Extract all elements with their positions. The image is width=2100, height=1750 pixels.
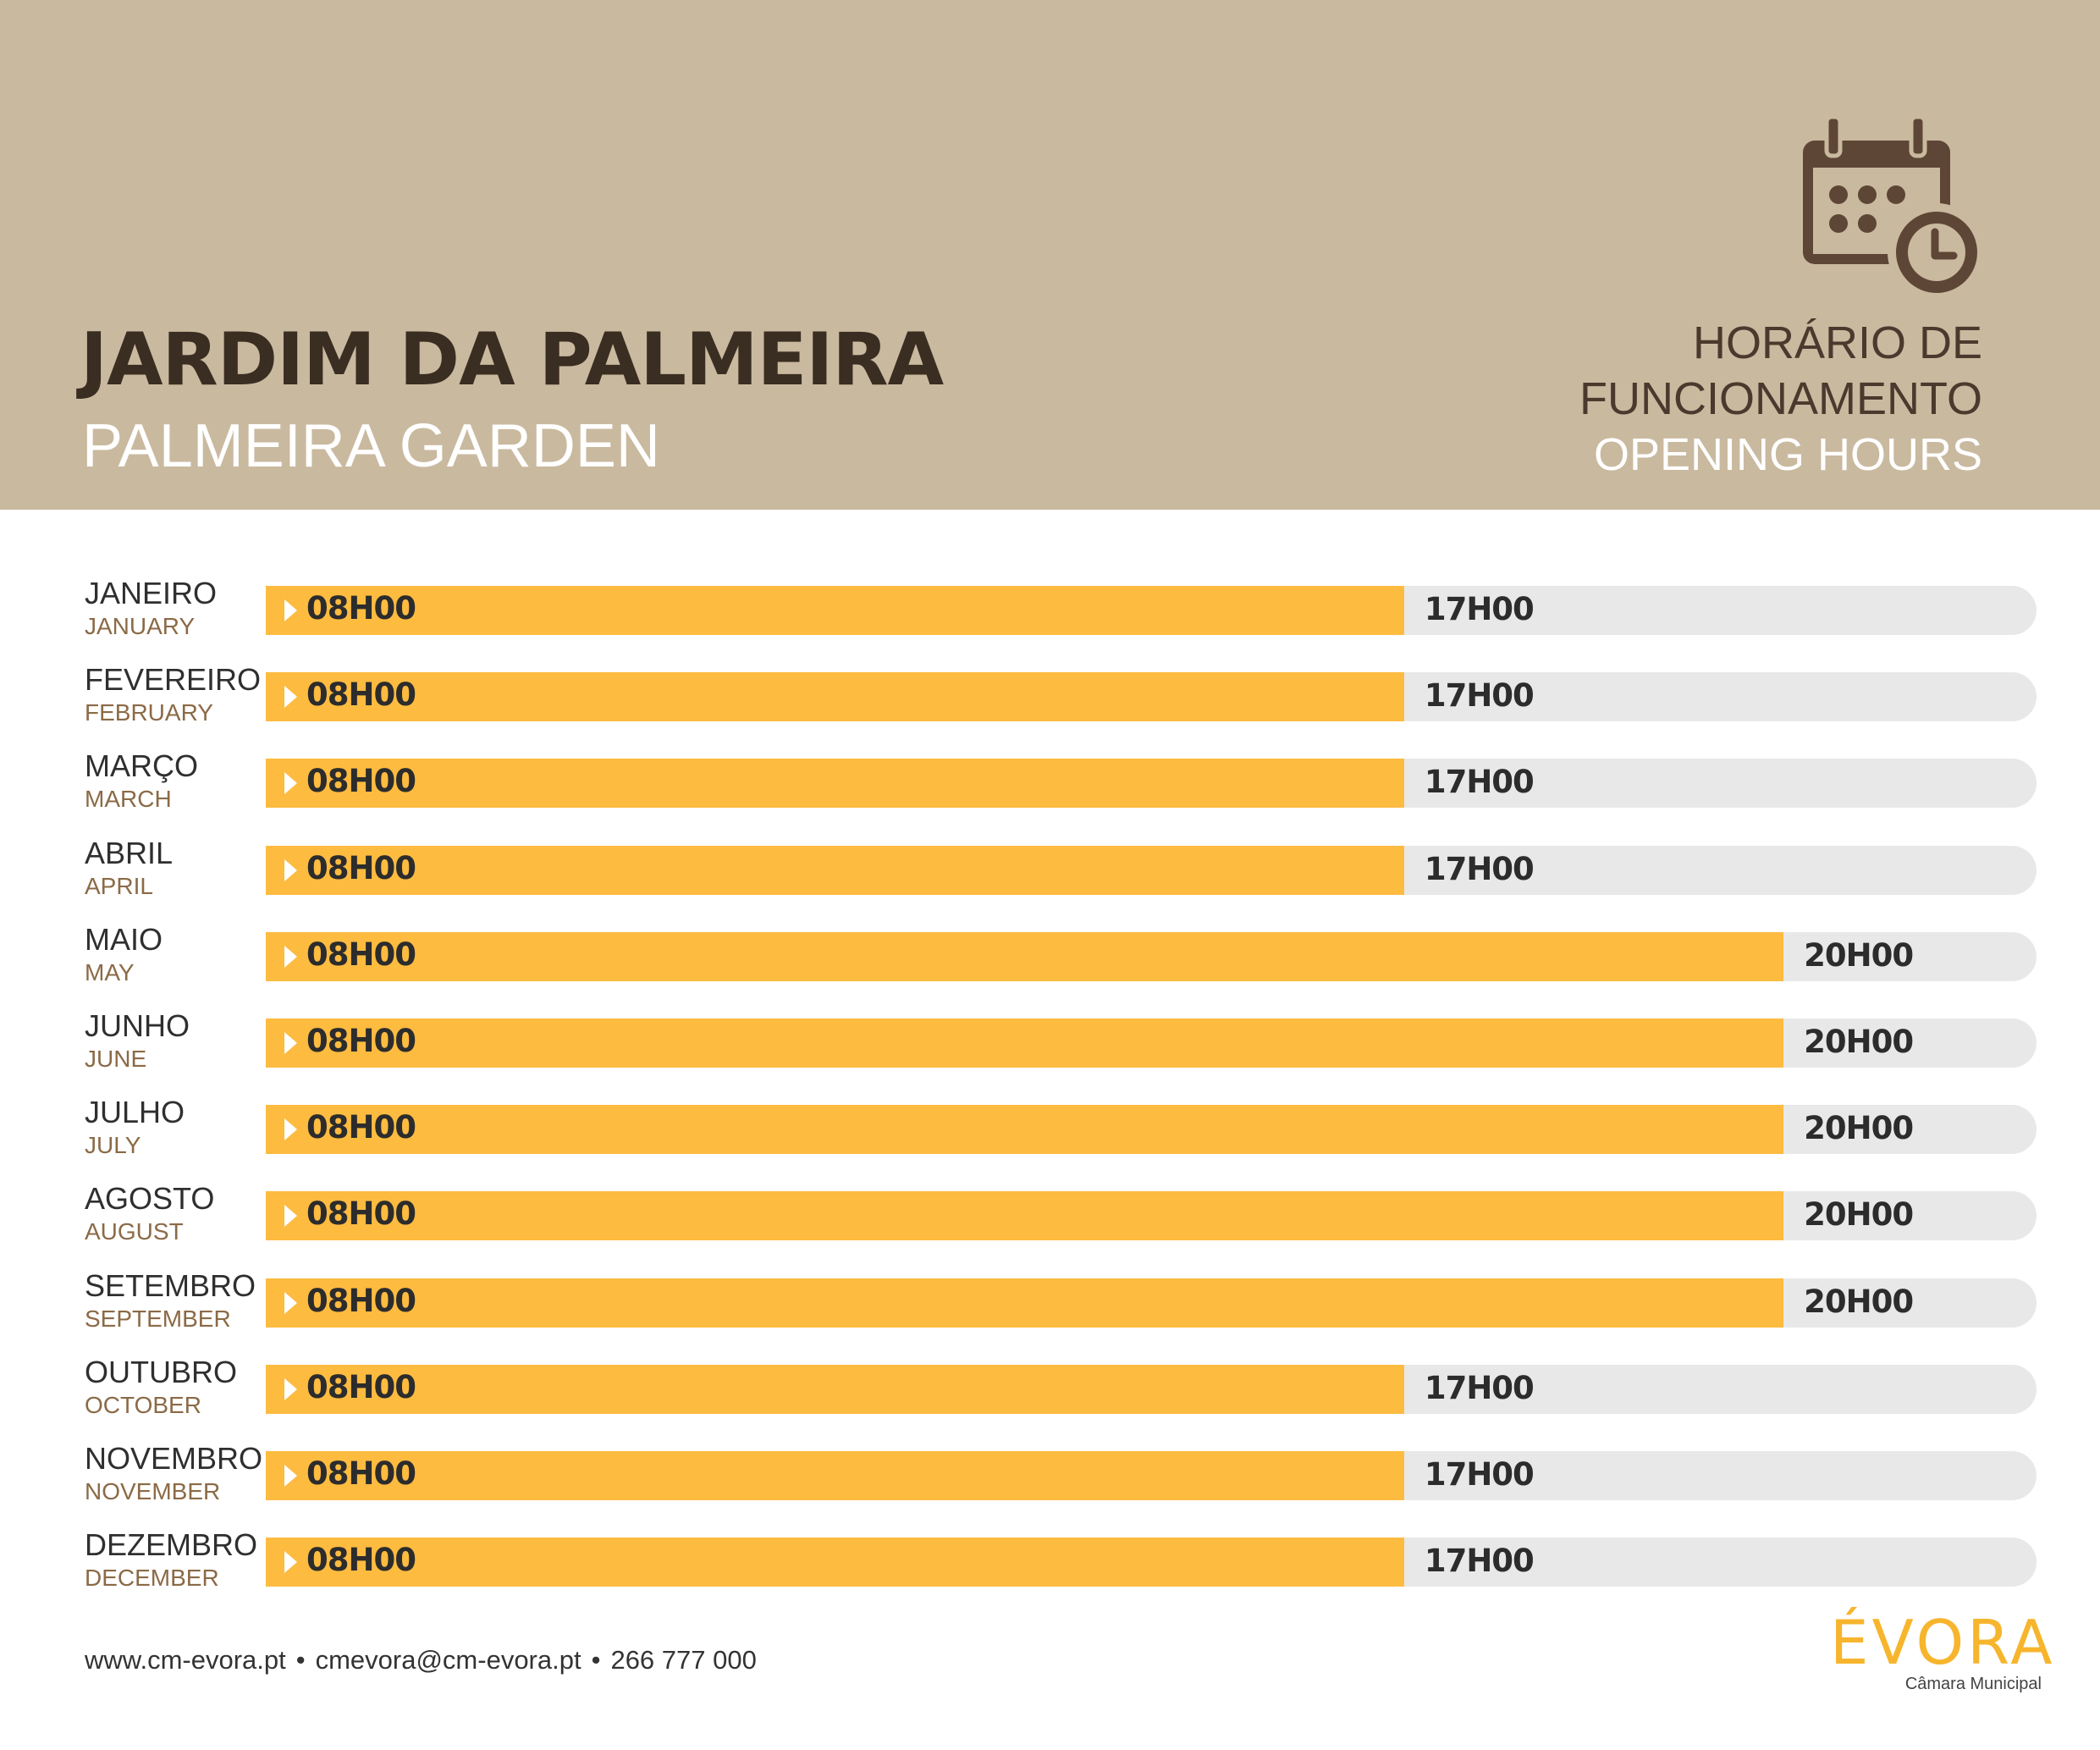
hours-bar: [266, 1105, 1784, 1154]
play-arrow-icon: [284, 1292, 297, 1314]
closing-time-label: 20H00: [1804, 1024, 1914, 1060]
play-arrow-icon: [284, 946, 297, 968]
month-label: NOVEMBRO: [85, 1441, 263, 1476]
closing-time-label: 17H00: [1424, 677, 1535, 714]
month-label: AGOSTO: [85, 1181, 215, 1216]
month-label: OUTUBRO: [85, 1355, 237, 1389]
month-label: JULHO: [85, 1095, 185, 1129]
hours-bar: [266, 586, 1404, 635]
separator: •: [295, 1645, 306, 1675]
contact-footer: www.cm-evora.pt • cmevora@cm-evora.pt • 266 …: [85, 1645, 757, 1675]
month-label-english: JUNE: [85, 1046, 147, 1072]
closing-time-label: 17H00: [1424, 851, 1535, 887]
hours-bar: [266, 932, 1784, 981]
play-arrow-icon: [284, 1551, 297, 1573]
hours-bar: [266, 1537, 1404, 1587]
opening-time-label: 08H00: [306, 936, 416, 973]
month-label: SETEMBRO: [85, 1268, 256, 1303]
hours-bar: [266, 1451, 1404, 1500]
month-label-english: NOVEMBER: [85, 1478, 221, 1504]
page-title: JARDIM DA PALMEIRA: [80, 317, 944, 402]
phone-number: 266 777 000: [610, 1645, 757, 1675]
month-label-english: JANUARY: [85, 613, 196, 639]
logo-subtitle: Câmara Municipal: [1904, 1675, 2042, 1693]
closing-time-label: 17H00: [1424, 764, 1535, 800]
opening-time-label: 08H00: [306, 1023, 416, 1059]
opening-time-label: 08H00: [306, 1195, 416, 1232]
month-label-english: FEBRUARY: [85, 699, 213, 726]
month-label: JUNHO: [85, 1008, 190, 1043]
play-arrow-icon: [284, 1032, 297, 1054]
play-arrow-icon: [284, 859, 297, 881]
play-arrow-icon: [284, 1378, 297, 1400]
opening-time-label: 08H00: [306, 1369, 416, 1405]
hours-bar: [266, 1191, 1784, 1240]
month-label-english: OCTOBER: [85, 1392, 201, 1418]
logo-wordmark: ÉVORA: [1830, 1607, 2056, 1678]
opening-hours-subheading: OPENING HOURS: [1593, 429, 1982, 480]
opening-time-label: 08H00: [306, 676, 416, 713]
opening-hours-heading: HORÁRIO DE FUNCIONAMENTO: [1579, 317, 1982, 424]
month-label-english: AUGUST: [85, 1218, 184, 1245]
closing-time-label: 20H00: [1804, 1196, 1914, 1233]
email-link[interactable]: cmevora@cm-evora.pt: [315, 1645, 581, 1675]
opening-time-label: 08H00: [306, 590, 416, 627]
month-label: MARÇO: [85, 748, 198, 783]
play-arrow-icon: [284, 1205, 297, 1227]
month-label-english: SEPTEMBER: [85, 1306, 231, 1332]
calendar-clock-icon: [1803, 117, 1986, 301]
closing-time-label: 20H00: [1804, 1110, 1914, 1146]
play-arrow-icon: [284, 1465, 297, 1487]
play-arrow-icon: [284, 686, 297, 708]
month-label: FEVEREIRO: [85, 662, 262, 697]
opening-time-label: 08H00: [306, 1109, 416, 1146]
hours-bar: [266, 672, 1404, 721]
play-arrow-icon: [284, 1118, 297, 1140]
month-label-english: APRIL: [85, 873, 153, 899]
play-arrow-icon: [284, 599, 297, 621]
opening-time-label: 08H00: [306, 850, 416, 886]
month-label: ABRIL: [85, 836, 174, 870]
page-subtitle: PALMEIRA GARDEN: [82, 412, 660, 480]
month-label-english: MAY: [85, 959, 135, 985]
opening-time-label: 08H00: [306, 1283, 416, 1319]
closing-time-label: 20H00: [1804, 937, 1914, 974]
opening-time-label: 08H00: [306, 1455, 416, 1492]
evora-logo: ÉVORA Câmara Municipal: [1830, 1607, 2056, 1694]
hours-bar: [266, 1019, 1784, 1068]
hours-bar: [266, 759, 1404, 808]
closing-time-label: 20H00: [1804, 1284, 1914, 1320]
closing-time-label: 17H00: [1424, 1543, 1535, 1579]
opening-time-label: 08H00: [306, 1542, 416, 1578]
hours-bar: [266, 846, 1404, 895]
hours-bar: [266, 1278, 1784, 1328]
month-label-english: JULY: [85, 1132, 141, 1158]
month-label: DEZEMBRO: [85, 1527, 258, 1562]
hours-bar: [266, 1365, 1404, 1414]
month-label-english: DECEMBER: [85, 1565, 219, 1591]
separator: •: [591, 1645, 601, 1675]
month-label: JANEIRO: [85, 576, 218, 610]
month-label-english: MARCH: [85, 786, 172, 812]
closing-time-label: 17H00: [1424, 1456, 1535, 1493]
closing-time-label: 17H00: [1424, 591, 1535, 627]
closing-time-label: 17H00: [1424, 1370, 1535, 1406]
website-link[interactable]: www.cm-evora.pt: [85, 1645, 286, 1675]
opening-time-label: 08H00: [306, 763, 416, 799]
play-arrow-icon: [284, 772, 297, 794]
header-banner: JARDIM DA PALMEIRA PALMEIRA GARDEN HORÁR…: [0, 0, 2100, 510]
month-label: MAIO: [85, 922, 163, 957]
